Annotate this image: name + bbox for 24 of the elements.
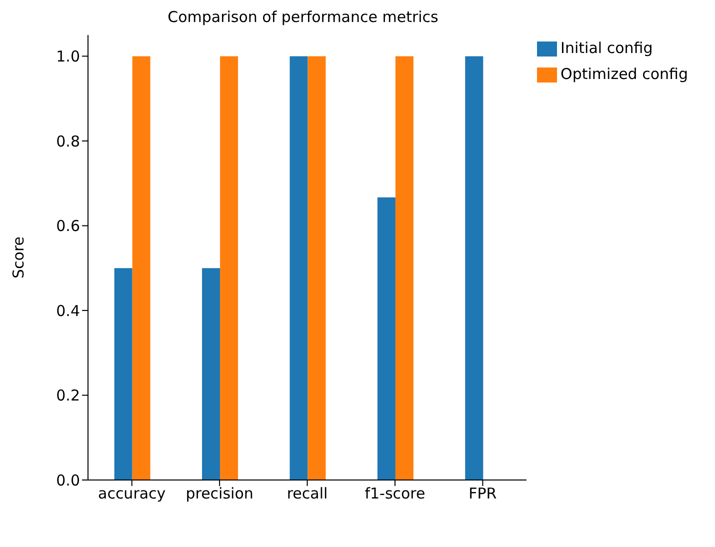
y-axis-title: Score (9, 236, 28, 279)
legend-label: Initial config (560, 39, 653, 57)
bar (395, 56, 414, 480)
x-tick-label: accuracy (98, 484, 166, 503)
y-tick-label: 0.4 (56, 302, 80, 320)
bar (290, 56, 308, 480)
y-tick-label: 1.0 (56, 48, 80, 66)
y-tick-label: 0.0 (56, 471, 80, 490)
bar (465, 56, 484, 480)
bar (308, 56, 326, 480)
legend-label: Optimized config (560, 65, 688, 83)
x-tick-label: precision (186, 484, 254, 503)
x-tick-label: FPR (468, 484, 497, 503)
bar (202, 268, 220, 480)
x-tick-label: recall (286, 484, 328, 503)
bar (132, 56, 150, 480)
y-tick-label: 0.2 (56, 386, 80, 405)
y-tick-label: 0.6 (56, 217, 80, 236)
y-tick-label: 0.8 (56, 132, 80, 150)
bar (220, 56, 238, 480)
bar (114, 268, 132, 480)
x-tick-label: f1-score (364, 484, 426, 503)
chart-title: Comparison of performance metrics (166, 8, 440, 26)
bar (377, 197, 396, 480)
